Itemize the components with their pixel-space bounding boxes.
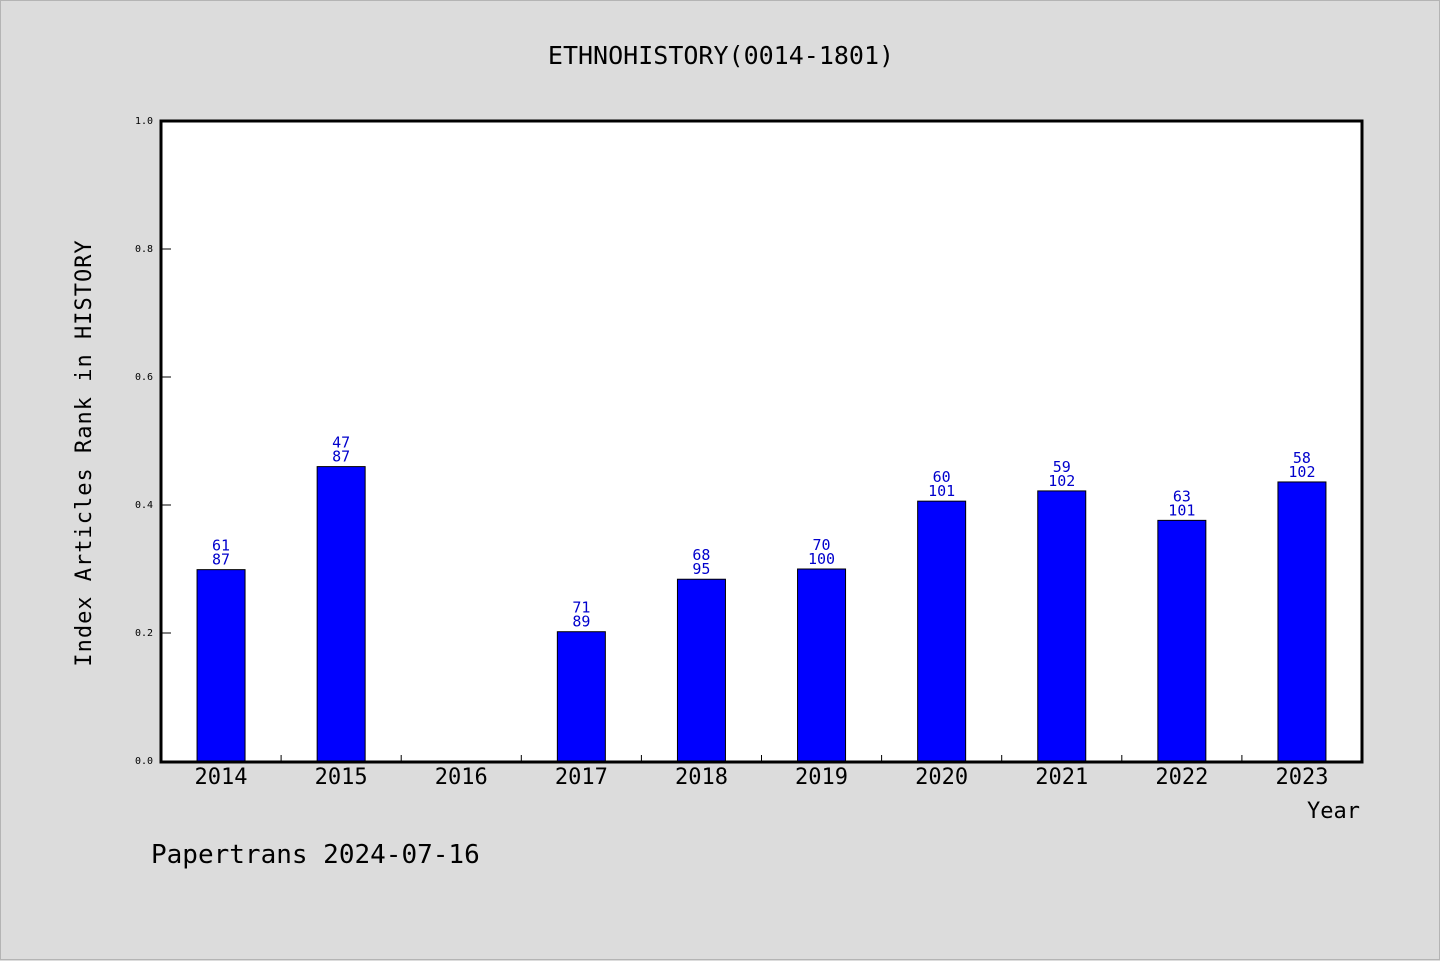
data-label-total: 101 (1168, 501, 1195, 519)
data-label-total: 89 (572, 613, 590, 631)
x-tick-label: 2020 (915, 765, 968, 790)
bar (1037, 490, 1087, 762)
y-axis-label: Index Articles Rank in HISTORY (72, 239, 97, 666)
data-label-rank: 61 (212, 537, 230, 555)
x-tick-label: 2017 (555, 765, 608, 790)
bar (556, 631, 606, 762)
y-tick-label: 0.8 (135, 244, 153, 255)
x-axis-ticks: 2014 2015 2016 2017 2018 2019 2020 2021 2022 2023 (195, 755, 1328, 790)
x-tick-label: 2021 (1035, 765, 1088, 790)
data-labels-group: 6187478771896895701006010159102631015810… (212, 434, 1315, 631)
bar (1157, 519, 1207, 762)
y-tick-label: 0.4 (135, 500, 153, 511)
data-label-rank: 47 (332, 434, 350, 452)
footer-credit: Papertrans 2024-07-16 (151, 840, 480, 870)
bar (196, 569, 246, 762)
x-axis-label: Year (1307, 799, 1360, 824)
data-label-total: 102 (1288, 463, 1315, 481)
x-tick-label: 2018 (675, 765, 728, 790)
data-label-total: 87 (332, 448, 350, 466)
y-tick-label: 0.6 (135, 372, 153, 383)
x-tick-label: 2023 (1275, 765, 1328, 790)
data-label-total: 95 (692, 560, 710, 578)
data-label-rank: 59 (1053, 458, 1071, 476)
y-tick-label: 1.0 (135, 116, 153, 127)
data-label-rank: 70 (813, 536, 831, 554)
data-label-rank: 63 (1173, 487, 1191, 505)
data-label-rank: 71 (572, 599, 590, 617)
data-label-rank: 58 (1293, 449, 1311, 467)
x-tick-label: 2014 (195, 765, 248, 790)
bar (316, 466, 366, 762)
chart-title: ETHNOHISTORY(0014-1801) (548, 41, 894, 70)
x-tick-label: 2022 (1155, 765, 1208, 790)
bar (1277, 481, 1327, 762)
x-tick-label: 2015 (315, 765, 368, 790)
data-label-total: 100 (808, 550, 835, 568)
bars-group (196, 466, 1327, 762)
data-label-total: 101 (928, 482, 955, 500)
plot-border (159, 119, 1364, 764)
data-label-total: 87 (212, 551, 230, 569)
data-label-rank: 60 (933, 468, 951, 486)
bar (797, 568, 847, 762)
data-label-rank: 68 (692, 546, 710, 564)
data-label-total: 102 (1048, 472, 1075, 490)
x-tick-label: 2019 (795, 765, 848, 790)
x-tick-label: 2016 (435, 765, 488, 790)
y-tick-label: 0.2 (135, 628, 153, 639)
y-tick-label: 0.0 (135, 756, 153, 767)
bar (676, 578, 726, 762)
bar (917, 500, 967, 762)
